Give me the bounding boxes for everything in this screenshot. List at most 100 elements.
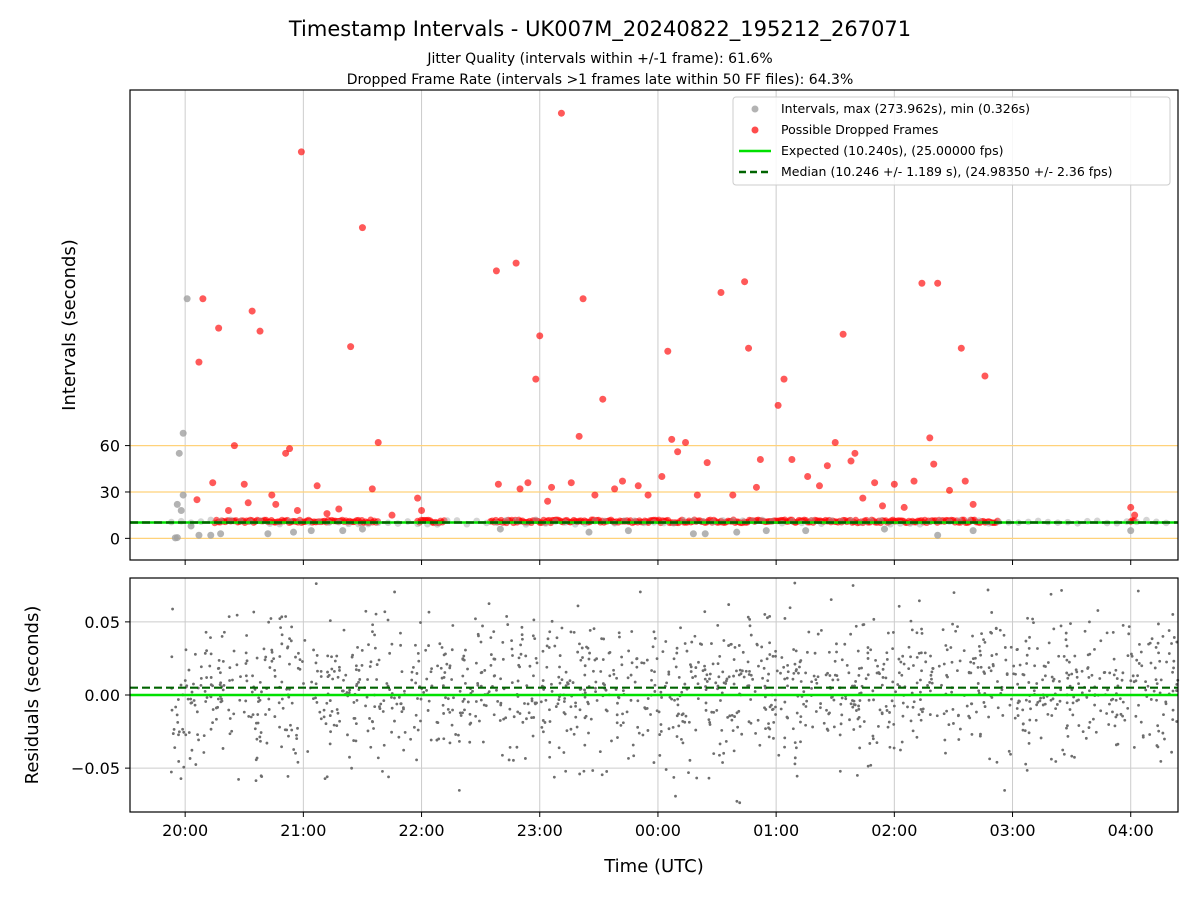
- residual-point: [1032, 621, 1035, 625]
- dropped-frame-point: [900, 503, 908, 511]
- residual-point: [774, 713, 778, 716]
- residual-point: [519, 652, 523, 656]
- residual-point: [777, 753, 781, 757]
- residual-point: [170, 708, 174, 712]
- residual-point: [1058, 680, 1061, 683]
- residual-point: [1126, 706, 1130, 710]
- residual-point: [295, 737, 299, 741]
- residual-point: [190, 748, 194, 752]
- residual-point: [738, 668, 742, 672]
- residual-point: [550, 689, 554, 693]
- residual-point: [636, 725, 640, 729]
- residual-point: [822, 721, 826, 725]
- residual-point: [1152, 689, 1156, 693]
- residual-point: [1034, 718, 1038, 722]
- dropped-frame-point: [658, 473, 666, 481]
- residual-point: [1121, 700, 1125, 704]
- residual-point: [499, 703, 503, 707]
- residual-point: [1015, 648, 1019, 652]
- residual-point: [401, 706, 405, 709]
- residual-point: [1157, 622, 1160, 626]
- residual-point: [583, 688, 586, 692]
- residual-point: [397, 695, 401, 699]
- residual-point: [748, 617, 752, 621]
- residual-point: [541, 679, 545, 682]
- residual-point: [1156, 641, 1160, 645]
- residual-point: [175, 713, 179, 717]
- residual-point: [773, 698, 777, 702]
- residual-point: [877, 724, 880, 728]
- residual-point: [526, 702, 530, 706]
- residual-point: [618, 635, 621, 639]
- residual-point: [381, 710, 385, 713]
- residual-point: [839, 702, 843, 706]
- residual-point: [1054, 707, 1058, 711]
- residual-point: [674, 794, 677, 798]
- residual-point: [926, 684, 929, 687]
- residual-point: [681, 741, 685, 745]
- residual-point: [909, 619, 913, 623]
- residual-point: [216, 697, 220, 701]
- residual-point: [471, 689, 474, 693]
- residual-point: [871, 737, 875, 741]
- residual-point: [422, 690, 426, 694]
- residual-point: [744, 669, 748, 673]
- residual-point: [547, 646, 551, 649]
- residual-point: [510, 681, 514, 685]
- x-tick-label: 02:00: [871, 821, 917, 840]
- residual-point: [1000, 688, 1004, 692]
- residual-point: [501, 640, 505, 644]
- residual-point: [747, 720, 751, 724]
- residual-point: [330, 667, 334, 671]
- residual-point: [791, 677, 795, 681]
- dropped-frame-point: [831, 439, 839, 446]
- residual-point: [617, 631, 621, 635]
- residual-point: [874, 658, 877, 662]
- residual-point: [760, 659, 763, 663]
- residual-point: [1049, 757, 1053, 761]
- residual-point: [527, 711, 531, 715]
- residual-point: [640, 661, 644, 665]
- residual-point: [386, 618, 390, 622]
- residual-point: [612, 668, 615, 672]
- residual-point: [1172, 636, 1176, 639]
- residual-point: [586, 700, 590, 704]
- residual-point: [1096, 609, 1100, 612]
- residual-point: [319, 669, 323, 673]
- residual-point: [462, 654, 466, 658]
- residual-point: [448, 710, 452, 714]
- residual-point: [557, 698, 561, 701]
- residual-point: [767, 735, 771, 739]
- residual-point: [731, 729, 735, 733]
- residual-point: [653, 690, 657, 693]
- residual-point: [704, 688, 708, 691]
- dropped-frame-point: [524, 479, 532, 487]
- residual-point: [1158, 691, 1162, 695]
- residual-point: [451, 708, 454, 712]
- residual-point: [683, 642, 687, 645]
- dropped-frame-point: [910, 477, 918, 485]
- residual-point: [852, 728, 856, 731]
- residual-point: [474, 661, 478, 665]
- residual-point: [1064, 638, 1068, 642]
- residual-point: [1094, 730, 1098, 734]
- residual-point: [645, 658, 649, 662]
- residual-point: [533, 637, 537, 641]
- residual-point: [679, 626, 682, 630]
- interval-point: [689, 530, 697, 538]
- residual-point: [1120, 678, 1124, 682]
- residual-point: [768, 653, 772, 656]
- residual-point: [900, 673, 904, 677]
- interval-point: [183, 295, 191, 303]
- residual-point: [539, 700, 543, 704]
- dropped-frame-point: [193, 496, 201, 504]
- dropped-frame-point: [717, 289, 725, 297]
- residual-point: [290, 728, 294, 732]
- dropped-frame-point: [926, 434, 934, 442]
- residual-point: [1115, 677, 1119, 680]
- residual-point: [881, 667, 885, 671]
- residual-point: [772, 720, 776, 724]
- residual-point: [774, 654, 777, 658]
- residual-point: [857, 674, 861, 677]
- residual-point: [462, 697, 466, 701]
